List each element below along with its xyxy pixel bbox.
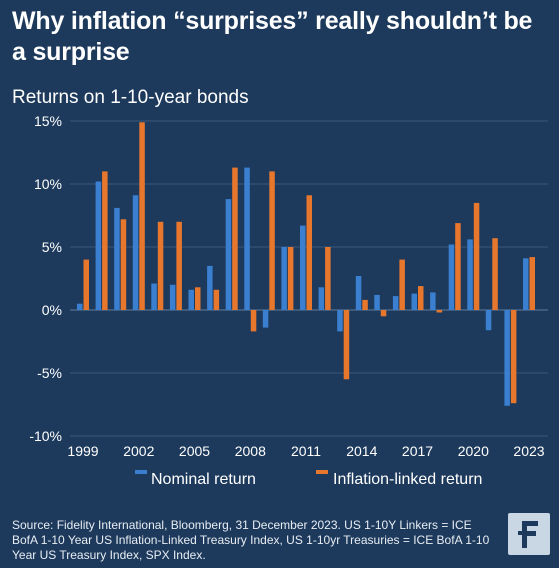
inflation-linked-bar-2019 (455, 223, 461, 310)
inflation-linked-bar-2001 (120, 219, 127, 310)
nominal-bar-2010 (281, 247, 287, 310)
nominal-bar-2019 (448, 244, 455, 310)
y-tick-label: 5% (42, 239, 62, 255)
x-tick-label: 2023 (513, 443, 544, 459)
inflation-linked-bar-2010 (287, 247, 294, 310)
nominal-bar-2013 (337, 310, 343, 332)
y-tick-label: 15% (34, 113, 62, 129)
inflation-linked-bar-2012 (325, 247, 331, 310)
inflation-linked-bar-2018 (436, 310, 443, 313)
nominal-bar-2016 (392, 296, 399, 310)
nominal-bar-2021 (485, 310, 492, 331)
inflation-linked-bar-2023 (529, 257, 535, 310)
bars (77, 122, 535, 406)
inflation-linked-bar-2003 (157, 221, 164, 310)
nominal-bar-1999 (77, 303, 83, 310)
nominal-bar-2023 (523, 258, 529, 310)
nominal-bar-2014 (355, 276, 362, 310)
nominal-bar-2002 (132, 195, 139, 310)
chart-title: Why inflation “surprises” really shouldn… (12, 7, 533, 66)
nominal-bar-2022 (504, 310, 510, 406)
nominal-bar-2000 (95, 181, 102, 310)
x-axis-ticks: 1999 2002 2005 2008 2011 2014 2017 2020 2023 (67, 443, 544, 459)
nominal-bar-2017 (411, 293, 417, 310)
inflation-linked-bar-2006 (213, 289, 220, 310)
inflation-linked-bar-2007 (232, 167, 238, 310)
nominal-bar-2011 (300, 225, 306, 310)
y-tick-label: -5% (37, 365, 62, 381)
x-tick-label: 2020 (458, 443, 489, 459)
inflation-linked-bar-2014 (362, 299, 368, 310)
inflation-linked-bar-2022 (510, 310, 517, 404)
inflation-linked-bar-2009 (269, 171, 275, 310)
source-note: Source: Fidelity International, Bloomber… (12, 518, 490, 562)
legend-swatch-nominal (135, 470, 147, 474)
nominal-bar-2008 (244, 167, 250, 310)
legend-label-inflation-linked: Inflation-linked return (333, 471, 482, 488)
inflation-linked-bar-2004 (176, 221, 182, 310)
nominal-bar-2015 (374, 294, 380, 310)
y-tick-label: 10% (34, 176, 62, 192)
chart-subtitle: Returns on 1-10-year bonds (12, 87, 249, 108)
x-tick-label: 2017 (402, 443, 433, 459)
fidelity-logo (508, 513, 550, 555)
legend-label-nominal: Nominal return (151, 471, 256, 488)
y-tick-label: 0% (42, 302, 62, 318)
inflation-linked-bar-2017 (418, 286, 424, 310)
x-tick-label: 2011 (291, 443, 321, 459)
nominal-bar-2018 (430, 292, 436, 310)
inflation-linked-bar-2002 (139, 122, 145, 310)
nominal-bar-2005 (188, 289, 194, 310)
nominal-bar-2004 (169, 284, 176, 310)
inflation-linked-bar-2020 (473, 202, 480, 310)
inflation-linked-bar-2021 (492, 238, 498, 310)
inflation-linked-bar-2011 (306, 195, 312, 310)
y-axis-ticks: 15% 10% 5% 0% -5% -10% (29, 113, 62, 444)
nominal-bar-2003 (151, 283, 157, 310)
y-tick-label: -10% (29, 428, 62, 444)
nominal-bar-2007 (225, 199, 232, 310)
legend-swatch-inflation-linked (316, 470, 328, 474)
fidelity-logo-icon (518, 521, 538, 548)
bar-chart: 15% 10% 5% 0% -5% -10% 1999 2002 2005 2008 2011 20… (29, 113, 548, 488)
inflation-linked-bar-2008 (250, 310, 257, 332)
inflation-linked-bar-1999 (83, 259, 89, 310)
x-tick-label: 2014 (346, 443, 377, 459)
nominal-bar-2001 (114, 207, 120, 310)
x-tick-label: 2008 (235, 443, 266, 459)
nominal-bar-2020 (467, 239, 473, 310)
x-tick-label: 2002 (123, 443, 154, 459)
nominal-bar-2009 (262, 310, 269, 328)
inflation-linked-bar-2000 (102, 171, 108, 310)
inflation-linked-bar-2013 (343, 310, 350, 380)
inflation-linked-bar-2005 (195, 287, 201, 310)
inflation-linked-bar-2016 (399, 259, 405, 310)
nominal-bar-2012 (318, 287, 325, 310)
inflation-linked-bar-2015 (380, 310, 387, 317)
nominal-bar-2006 (207, 265, 213, 310)
x-tick-label: 2005 (179, 443, 210, 459)
x-tick-label: 1999 (67, 443, 98, 459)
legend: Nominal return Inflation-linked return (135, 470, 482, 488)
